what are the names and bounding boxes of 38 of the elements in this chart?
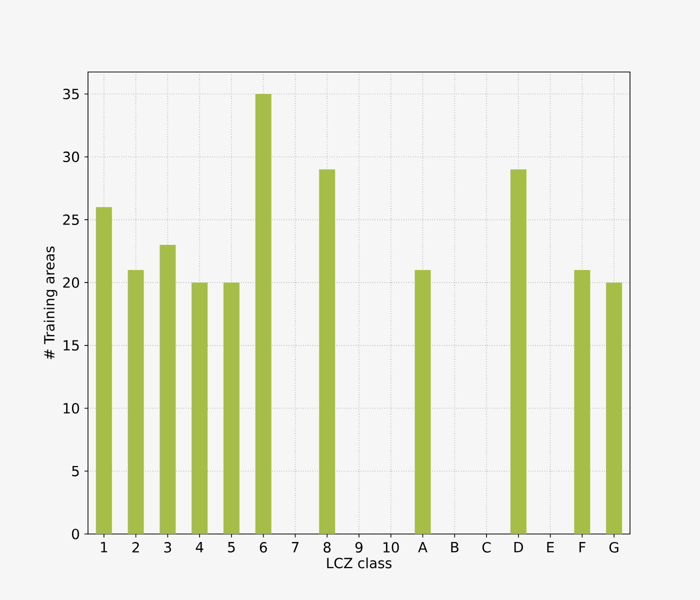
bar xyxy=(96,207,112,534)
y-tick-label: 10 xyxy=(64,402,80,414)
bar xyxy=(414,270,431,534)
x-tick-label: 2 xyxy=(132,542,139,552)
y-tick-label: 5 xyxy=(72,466,79,476)
x-axis-title: LCZ class xyxy=(327,557,392,568)
bar xyxy=(223,282,240,534)
y-tick-label: 20 xyxy=(63,277,80,288)
x-tick-label: 8 xyxy=(324,542,331,553)
x-tick-label: F xyxy=(580,542,586,552)
x-tick-label: 3 xyxy=(164,542,172,553)
x-tick-label: G xyxy=(609,542,618,553)
x-tick-label: E xyxy=(547,542,554,552)
bar xyxy=(606,282,622,534)
y-tick-label: 25 xyxy=(63,214,79,226)
x-tick-label: 6 xyxy=(260,542,267,553)
x-tick-label: A xyxy=(418,542,428,552)
x-tick-label: 4 xyxy=(196,542,204,552)
x-tick-label: 10 xyxy=(384,542,399,553)
y-tick-label: 35 xyxy=(63,88,79,100)
x-tick-label: 7 xyxy=(292,542,299,552)
x-tick-label: 9 xyxy=(355,542,362,553)
x-tick-label: B xyxy=(451,542,458,552)
y-tick-label: 30 xyxy=(63,152,80,162)
bar xyxy=(255,94,272,534)
bar xyxy=(128,270,144,534)
y-tick-label: 15 xyxy=(64,340,79,351)
x-tick-label: C xyxy=(482,542,491,553)
x-tick-label: 5 xyxy=(228,542,235,552)
bar xyxy=(510,169,526,534)
bar xyxy=(192,282,208,534)
x-tick-label: 1 xyxy=(101,542,108,552)
x-tick-label: D xyxy=(514,542,523,552)
bar xyxy=(319,169,336,534)
y-tick-label: 0 xyxy=(72,528,80,540)
bar xyxy=(574,270,590,534)
bar xyxy=(160,244,176,534)
y-axis-title: # Training areas xyxy=(44,246,58,360)
